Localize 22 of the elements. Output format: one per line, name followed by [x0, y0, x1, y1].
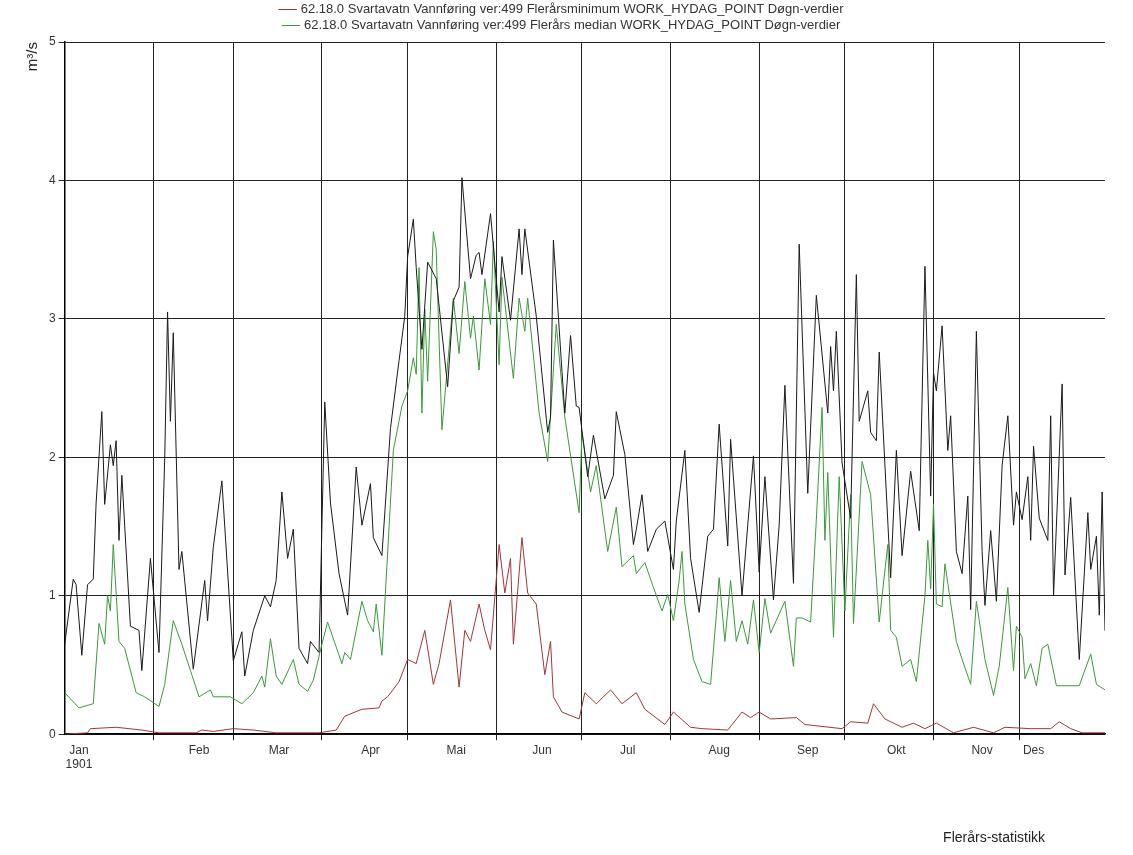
x-tick-label: Aug: [708, 742, 730, 757]
x-tick-label: Nov: [971, 742, 993, 757]
x-tick-label: Feb: [188, 742, 210, 757]
y-axis-title: m³/s: [23, 42, 41, 72]
y-tick-label: 5: [48, 34, 56, 49]
x-tick-label: Des: [1022, 742, 1045, 757]
legend-label: 62.18.0 Svartavatn Vannføring ver:499 Flerårs median WORK_HYDAG_POINT Døgn-verdier: [303, 17, 841, 33]
y-tick-label: 1: [48, 588, 56, 603]
x-tick-label: Sep: [797, 742, 819, 757]
y-tick-label: 3: [48, 311, 56, 326]
text: Flerårs-statistikk: [943, 828, 1046, 845]
x-tick-label: Mar: [268, 742, 290, 757]
x-tick-label: Jul: [620, 742, 636, 757]
x-tick-label: Okt: [887, 742, 907, 757]
x-tick-label: Mai: [446, 742, 466, 757]
x-tick-label: Jun: [532, 742, 552, 757]
y-tick-label: 0: [48, 726, 56, 741]
y-tick-label: 2: [48, 449, 56, 464]
y-tick-label: 4: [48, 172, 56, 187]
legend-label: 62.18.0 Svartavatn Vannføring ver:499 Flerårsminimum WORK_HYDAG_POINT Døgn-verdier: [300, 1, 845, 17]
x-tick-label: Jan 1901: [65, 742, 93, 772]
x-tick-label: Apr: [361, 742, 380, 757]
